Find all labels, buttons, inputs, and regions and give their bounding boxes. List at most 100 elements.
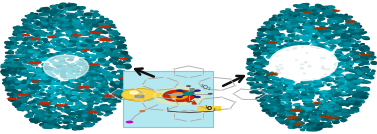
Ellipse shape: [95, 46, 99, 48]
Ellipse shape: [99, 28, 102, 29]
Ellipse shape: [255, 66, 262, 68]
Ellipse shape: [343, 37, 350, 39]
Ellipse shape: [279, 73, 281, 74]
Ellipse shape: [56, 91, 59, 92]
Ellipse shape: [262, 81, 268, 83]
Ellipse shape: [106, 23, 108, 24]
Ellipse shape: [84, 23, 90, 25]
Ellipse shape: [108, 53, 112, 55]
Circle shape: [228, 108, 232, 109]
Ellipse shape: [88, 38, 94, 40]
Ellipse shape: [311, 120, 315, 122]
Ellipse shape: [58, 21, 64, 23]
Ellipse shape: [262, 103, 267, 104]
Ellipse shape: [326, 8, 329, 10]
Ellipse shape: [278, 120, 281, 122]
Ellipse shape: [318, 115, 322, 117]
Circle shape: [176, 96, 183, 98]
Ellipse shape: [28, 74, 34, 76]
Ellipse shape: [255, 89, 258, 91]
Ellipse shape: [313, 82, 317, 83]
Ellipse shape: [351, 70, 357, 72]
Ellipse shape: [262, 58, 265, 60]
Ellipse shape: [100, 16, 104, 18]
Ellipse shape: [369, 56, 371, 57]
Ellipse shape: [273, 49, 280, 51]
Ellipse shape: [259, 53, 263, 55]
Ellipse shape: [342, 78, 348, 80]
Ellipse shape: [81, 79, 85, 80]
Ellipse shape: [295, 44, 301, 45]
Ellipse shape: [279, 115, 284, 117]
Ellipse shape: [90, 47, 95, 48]
Ellipse shape: [328, 102, 331, 103]
Ellipse shape: [299, 87, 303, 88]
Ellipse shape: [325, 125, 328, 126]
Ellipse shape: [60, 3, 66, 6]
Ellipse shape: [276, 107, 279, 108]
Ellipse shape: [84, 61, 87, 63]
Ellipse shape: [16, 51, 21, 53]
Ellipse shape: [5, 70, 11, 72]
Ellipse shape: [285, 108, 292, 110]
Ellipse shape: [62, 92, 67, 93]
Ellipse shape: [42, 124, 46, 125]
Ellipse shape: [76, 32, 81, 34]
Ellipse shape: [58, 91, 62, 93]
Ellipse shape: [42, 18, 50, 21]
Ellipse shape: [118, 89, 123, 92]
Ellipse shape: [263, 105, 266, 106]
Ellipse shape: [51, 95, 57, 96]
Ellipse shape: [110, 73, 115, 75]
Ellipse shape: [72, 70, 78, 72]
Ellipse shape: [93, 17, 95, 18]
Ellipse shape: [59, 24, 63, 26]
Ellipse shape: [317, 92, 319, 93]
Ellipse shape: [349, 99, 354, 101]
Circle shape: [233, 101, 237, 103]
Ellipse shape: [287, 119, 290, 121]
Ellipse shape: [346, 82, 354, 84]
Ellipse shape: [58, 126, 61, 128]
Ellipse shape: [91, 76, 97, 79]
Ellipse shape: [95, 26, 98, 27]
Ellipse shape: [67, 34, 73, 37]
Ellipse shape: [25, 22, 30, 24]
Ellipse shape: [54, 12, 60, 14]
Ellipse shape: [298, 106, 302, 107]
Ellipse shape: [75, 129, 77, 130]
Ellipse shape: [282, 115, 288, 117]
Ellipse shape: [309, 16, 313, 17]
Ellipse shape: [307, 81, 313, 83]
Ellipse shape: [23, 92, 29, 95]
Ellipse shape: [340, 44, 345, 46]
Ellipse shape: [365, 77, 369, 78]
Ellipse shape: [42, 44, 46, 46]
Ellipse shape: [28, 74, 33, 76]
Ellipse shape: [287, 15, 292, 16]
Ellipse shape: [94, 89, 98, 91]
Ellipse shape: [106, 110, 111, 111]
Ellipse shape: [42, 14, 48, 16]
Ellipse shape: [313, 35, 318, 38]
Ellipse shape: [265, 28, 270, 29]
Ellipse shape: [54, 48, 61, 50]
Ellipse shape: [63, 8, 71, 10]
Ellipse shape: [313, 9, 318, 11]
Ellipse shape: [49, 122, 56, 124]
Ellipse shape: [340, 62, 345, 64]
Ellipse shape: [266, 52, 270, 54]
Ellipse shape: [356, 37, 360, 39]
Ellipse shape: [83, 84, 89, 86]
Ellipse shape: [13, 67, 20, 69]
Ellipse shape: [27, 110, 29, 111]
Ellipse shape: [48, 95, 54, 96]
Ellipse shape: [287, 91, 294, 93]
Ellipse shape: [352, 75, 359, 77]
Ellipse shape: [258, 70, 262, 72]
Ellipse shape: [51, 57, 58, 58]
Ellipse shape: [117, 101, 121, 102]
Ellipse shape: [61, 49, 67, 52]
Ellipse shape: [50, 61, 55, 62]
Ellipse shape: [88, 79, 92, 80]
